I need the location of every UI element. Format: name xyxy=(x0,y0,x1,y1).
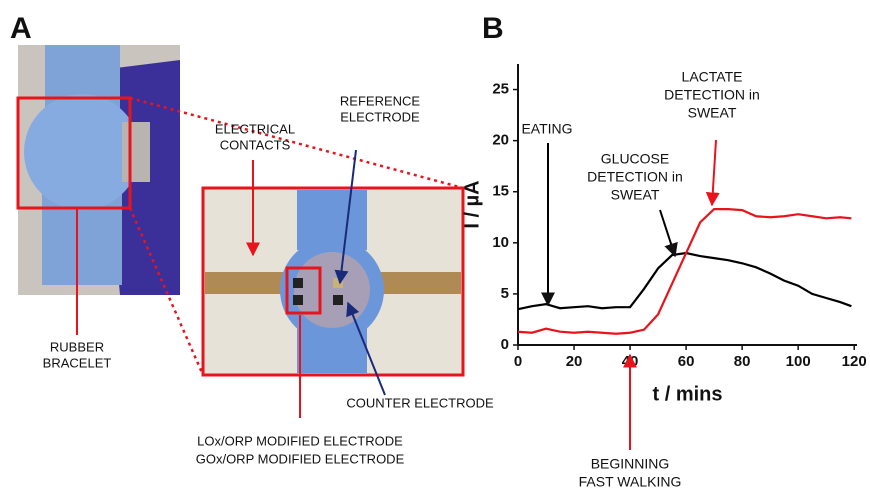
y-tick-label: 20 xyxy=(492,132,509,149)
electrode xyxy=(333,278,343,288)
annotation: BEGINNING xyxy=(591,456,670,472)
label: ELECTRODE xyxy=(340,109,420,124)
series-line xyxy=(518,209,851,334)
annotation: DETECTION in xyxy=(664,87,760,103)
series-line xyxy=(518,253,851,309)
annotation-arrow xyxy=(660,210,675,256)
x-axis-label: t / mins xyxy=(652,383,722,405)
y-axis-label: I / µA xyxy=(461,180,483,228)
x-tick-label: 60 xyxy=(678,353,695,370)
y-tick-label: 25 xyxy=(492,81,509,98)
sensor-well xyxy=(294,252,370,328)
label: COUNTER ELECTRODE xyxy=(346,395,494,410)
panel-label: A xyxy=(10,12,32,45)
y-tick-label: 0 xyxy=(501,336,509,353)
annotation: LACTATE xyxy=(682,69,743,85)
label: GOx/ORP MODIFIED ELECTRODE xyxy=(196,451,405,466)
annotation: SWEAT xyxy=(688,105,737,121)
x-tick-label: 0 xyxy=(514,353,522,370)
electrode xyxy=(333,295,343,305)
label: RUBBER xyxy=(50,339,104,354)
annotation: EATING xyxy=(521,121,572,137)
x-tick-label: 120 xyxy=(842,353,867,370)
label: ELECTRICAL xyxy=(215,121,295,136)
x-tick-label: 80 xyxy=(734,353,751,370)
contact-plate xyxy=(122,122,150,182)
y-tick-label: 10 xyxy=(492,234,509,251)
panel-a: A ELECTRICAL CONTACTS REFERENCE ELECTROD… xyxy=(10,12,494,467)
annotation: FAST WALKING xyxy=(579,474,682,490)
x-tick-label: 20 xyxy=(566,353,583,370)
annotation: DETECTION in xyxy=(587,169,683,185)
annotation: SWEAT xyxy=(611,187,660,203)
label: LOx/ORP MODIFIED ELECTRODE xyxy=(197,433,403,448)
figure: A ELECTRICAL CONTACTS REFERENCE ELECTROD… xyxy=(0,0,870,496)
y-tick-label: 5 xyxy=(501,285,509,302)
panel-label: B xyxy=(482,12,504,45)
label: CONTACTS xyxy=(220,137,291,152)
annotation: GLUCOSE xyxy=(601,151,669,167)
x-tick-label: 100 xyxy=(786,353,811,370)
y-tick-label: 15 xyxy=(492,183,509,200)
electrode xyxy=(293,278,303,288)
annotation-arrow xyxy=(712,140,716,205)
label: REFERENCE xyxy=(340,93,421,108)
label: BRACELET xyxy=(43,355,112,370)
electrode xyxy=(293,295,303,305)
